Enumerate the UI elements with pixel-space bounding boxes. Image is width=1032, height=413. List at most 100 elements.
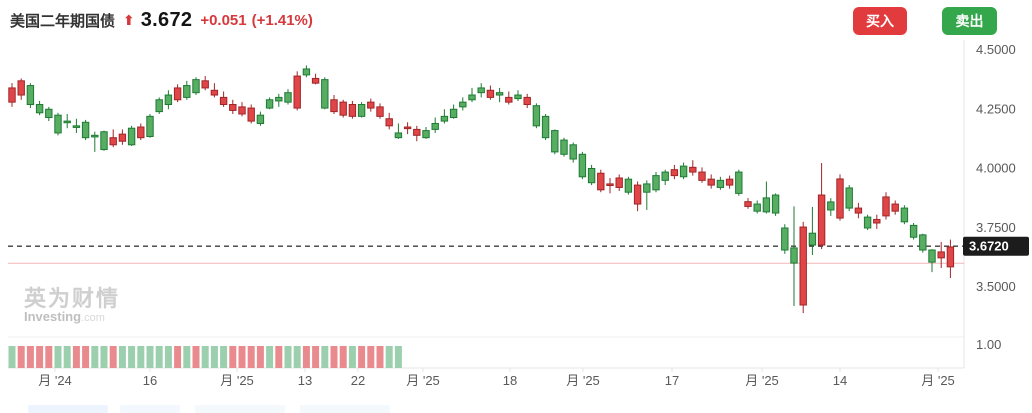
candle-body: [302, 68, 311, 76]
volume-bar: [312, 346, 320, 368]
candle-body: [578, 153, 587, 178]
volume-bar: [63, 346, 71, 368]
last-price: 3.672: [140, 8, 193, 31]
volume-bar: [238, 346, 246, 368]
candle-body: [219, 96, 228, 106]
candle-body: [127, 127, 136, 146]
candle-body: [919, 234, 927, 251]
candle-body: [100, 131, 108, 151]
candle-body: [670, 169, 679, 177]
candle-body: [192, 79, 200, 94]
current-price-badge: [963, 236, 1029, 256]
candle-body: [845, 187, 853, 209]
instrument-title: 美国二年期国债: [10, 12, 116, 30]
candle-body: [873, 218, 881, 224]
candle-body: [716, 179, 725, 188]
volume-bar: [146, 346, 154, 368]
sell-button[interactable]: 卖出: [942, 7, 997, 35]
candle-body: [735, 171, 743, 194]
candle-body: [799, 226, 807, 306]
volume-bar: [137, 346, 145, 368]
candle-body: [449, 108, 458, 119]
volume-bar: [210, 346, 218, 368]
volume-bar: [247, 346, 255, 368]
volume-bar: [385, 346, 393, 368]
candle-body: [385, 118, 393, 127]
volume-bar: [339, 346, 347, 368]
candle-body: [91, 134, 99, 138]
candle-body: [569, 144, 577, 160]
volume-bar: [26, 346, 34, 368]
volume-bar: [266, 346, 274, 368]
candle-body: [35, 104, 44, 114]
x-axis-tick-label: 月 '25: [220, 373, 254, 388]
volume-bar: [201, 346, 209, 368]
candle-body: [348, 104, 357, 117]
candle-body: [827, 201, 835, 211]
candle-body: [854, 207, 863, 214]
volume-bar: [358, 346, 366, 368]
candle-body: [928, 249, 936, 263]
candle-body: [707, 178, 715, 186]
candle-body: [514, 94, 522, 100]
volume-bar: [155, 346, 163, 368]
candle-body: [836, 178, 844, 219]
current-price-badge-value: 3.6720: [969, 239, 1009, 254]
x-axis-tick-label: 月 '25: [745, 373, 779, 388]
candle-body: [367, 101, 375, 109]
volume-bar: [330, 346, 338, 368]
volume-bar: [183, 346, 191, 368]
y-axis-tick-label: 4.0000: [976, 161, 1016, 176]
candle-body: [937, 251, 945, 259]
volume-bar: [284, 346, 292, 368]
candle-body: [643, 183, 651, 193]
y-axis-tick-label: 4.5000: [976, 42, 1016, 57]
candle-body: [689, 166, 697, 173]
volume-bar: [118, 346, 126, 368]
candle-body: [173, 87, 182, 101]
candle-body: [431, 122, 439, 130]
volume-bar: [220, 346, 228, 368]
volume-bar: [348, 346, 356, 368]
candle-body: [403, 126, 412, 130]
volume-bar: [36, 346, 44, 368]
footer-toolbar-remnant: [300, 405, 390, 413]
x-axis-tick-label: 16: [143, 373, 157, 388]
candle-body: [817, 194, 826, 246]
candle-body: [247, 107, 255, 122]
volume-axis-tick-label: 1.00: [976, 337, 1001, 352]
candle-body: [891, 203, 899, 212]
volume-bar: [275, 346, 283, 368]
candle-body: [652, 175, 660, 191]
y-axis-tick-label: 3.5000: [976, 279, 1016, 294]
candle-body: [560, 139, 568, 155]
y-axis-tick-label: 4.2500: [976, 101, 1016, 116]
footer-toolbar-remnant: [28, 405, 108, 413]
candle-body: [459, 101, 467, 108]
x-axis-tick-label: 月 '25: [406, 373, 440, 388]
x-axis-tick-label: 14: [833, 373, 847, 388]
volume-bar: [17, 346, 25, 368]
candle-body: [532, 105, 541, 127]
candle-body: [26, 85, 35, 106]
candle-body: [81, 121, 90, 139]
candle-body: [155, 99, 163, 113]
candle-body: [63, 120, 71, 124]
volume-bar: [192, 346, 200, 368]
candle-body: [900, 207, 909, 223]
candle-body: [909, 224, 918, 238]
candle-body: [753, 203, 761, 212]
x-axis-tick-label: 22: [351, 373, 365, 388]
footer-toolbar-remnant: [195, 405, 285, 413]
candle-body: [238, 106, 246, 115]
volume-bar: [54, 346, 62, 368]
candle-body: [725, 178, 734, 186]
candle-body: [413, 128, 421, 136]
volume-bar: [256, 346, 264, 368]
x-axis-tick-label: 月 '24: [38, 373, 72, 388]
buy-button[interactable]: 买入: [853, 7, 907, 35]
candle-body: [505, 96, 513, 103]
candle-body: [541, 115, 550, 139]
